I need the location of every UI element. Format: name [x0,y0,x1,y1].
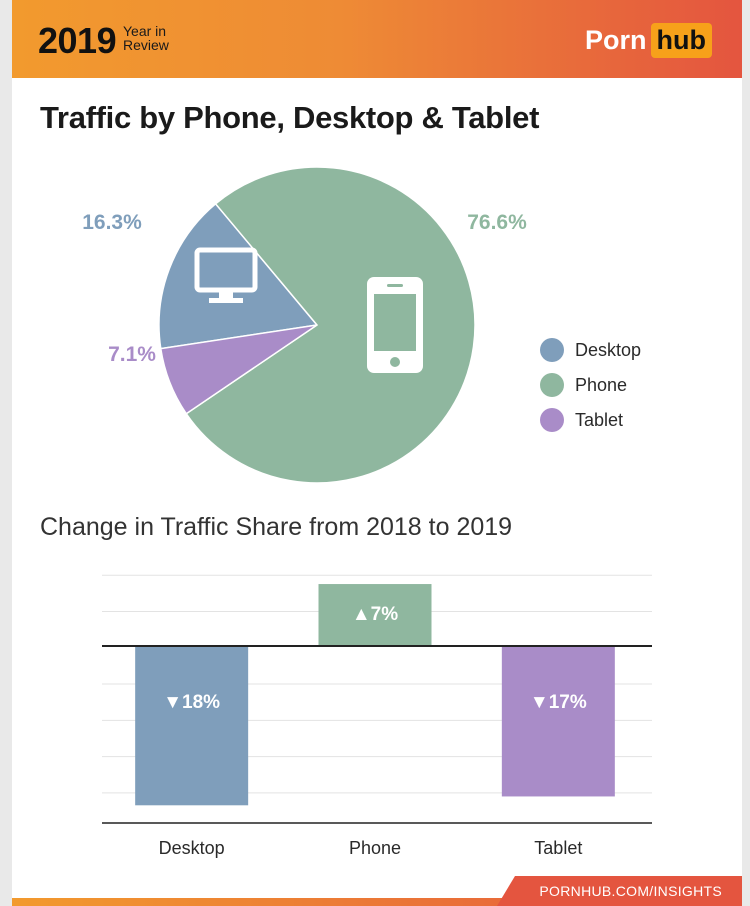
bar-label-desktop: ▼18% [163,692,220,713]
year-in-review-label: Year in Review [123,24,169,52]
pie-chart: 16.3% 76.6% 7.1% Desktop Phone Tablet [82,166,641,484]
legend-label-desktop: Desktop [575,340,641,360]
legend-label-phone: Phone [575,375,627,395]
pie-slice-phone [185,166,476,484]
header-banner: 2019 Year in Review Porn hub [12,0,742,78]
infographic-card: 2019 Year in Review Porn hub Traffic by … [12,0,742,906]
legend-swatch-desktop [540,338,564,362]
category-label-phone: Phone [349,838,401,858]
bar-tablet [501,646,615,797]
legend-swatch-phone [540,373,564,397]
category-label-tablet: Tablet [534,838,582,858]
footer-strip [12,898,742,906]
bar-phone [318,584,432,646]
desktop-icon [194,247,258,303]
pie-slice-desktop [158,202,319,350]
category-label-desktop: Desktop [159,838,225,858]
pie-slice-tablet [159,324,318,415]
bar-chart: ▼18% Desktop ▲7% Phone ▼17% Tablet [102,574,652,858]
legend-item-tablet: Tablet [540,408,623,432]
legend-swatch-tablet [540,408,564,432]
bar-label-tablet: ▼17% [530,692,587,713]
year-label: 2019 [38,20,117,61]
bar-desktop [135,646,249,806]
brand-logo: Porn hub [585,22,712,58]
logo-text-primary: Porn [585,24,647,55]
pie-label-desktop: 16.3% [82,211,142,234]
year-sub-line-2: Review [123,37,169,53]
page-title: Traffic by Phone, Desktop & Tablet [40,100,540,135]
bar-chart-title: Change in Traffic Share from 2018 to 201… [40,513,513,541]
year-sub-line-1: Year in [123,23,167,39]
pie-label-tablet: 7.1% [108,343,156,366]
bar-label-phone: ▲7% [352,604,398,625]
footer-link[interactable]: PORNHUB.COM/INSIGHTS [497,876,742,906]
legend-item-phone: Phone [540,373,627,397]
legend-item-desktop: Desktop [540,338,641,362]
logo-text-badge: hub [650,22,712,58]
pie-label-phone: 76.6% [467,211,527,234]
legend-label-tablet: Tablet [575,410,623,430]
phone-icon [367,277,423,373]
